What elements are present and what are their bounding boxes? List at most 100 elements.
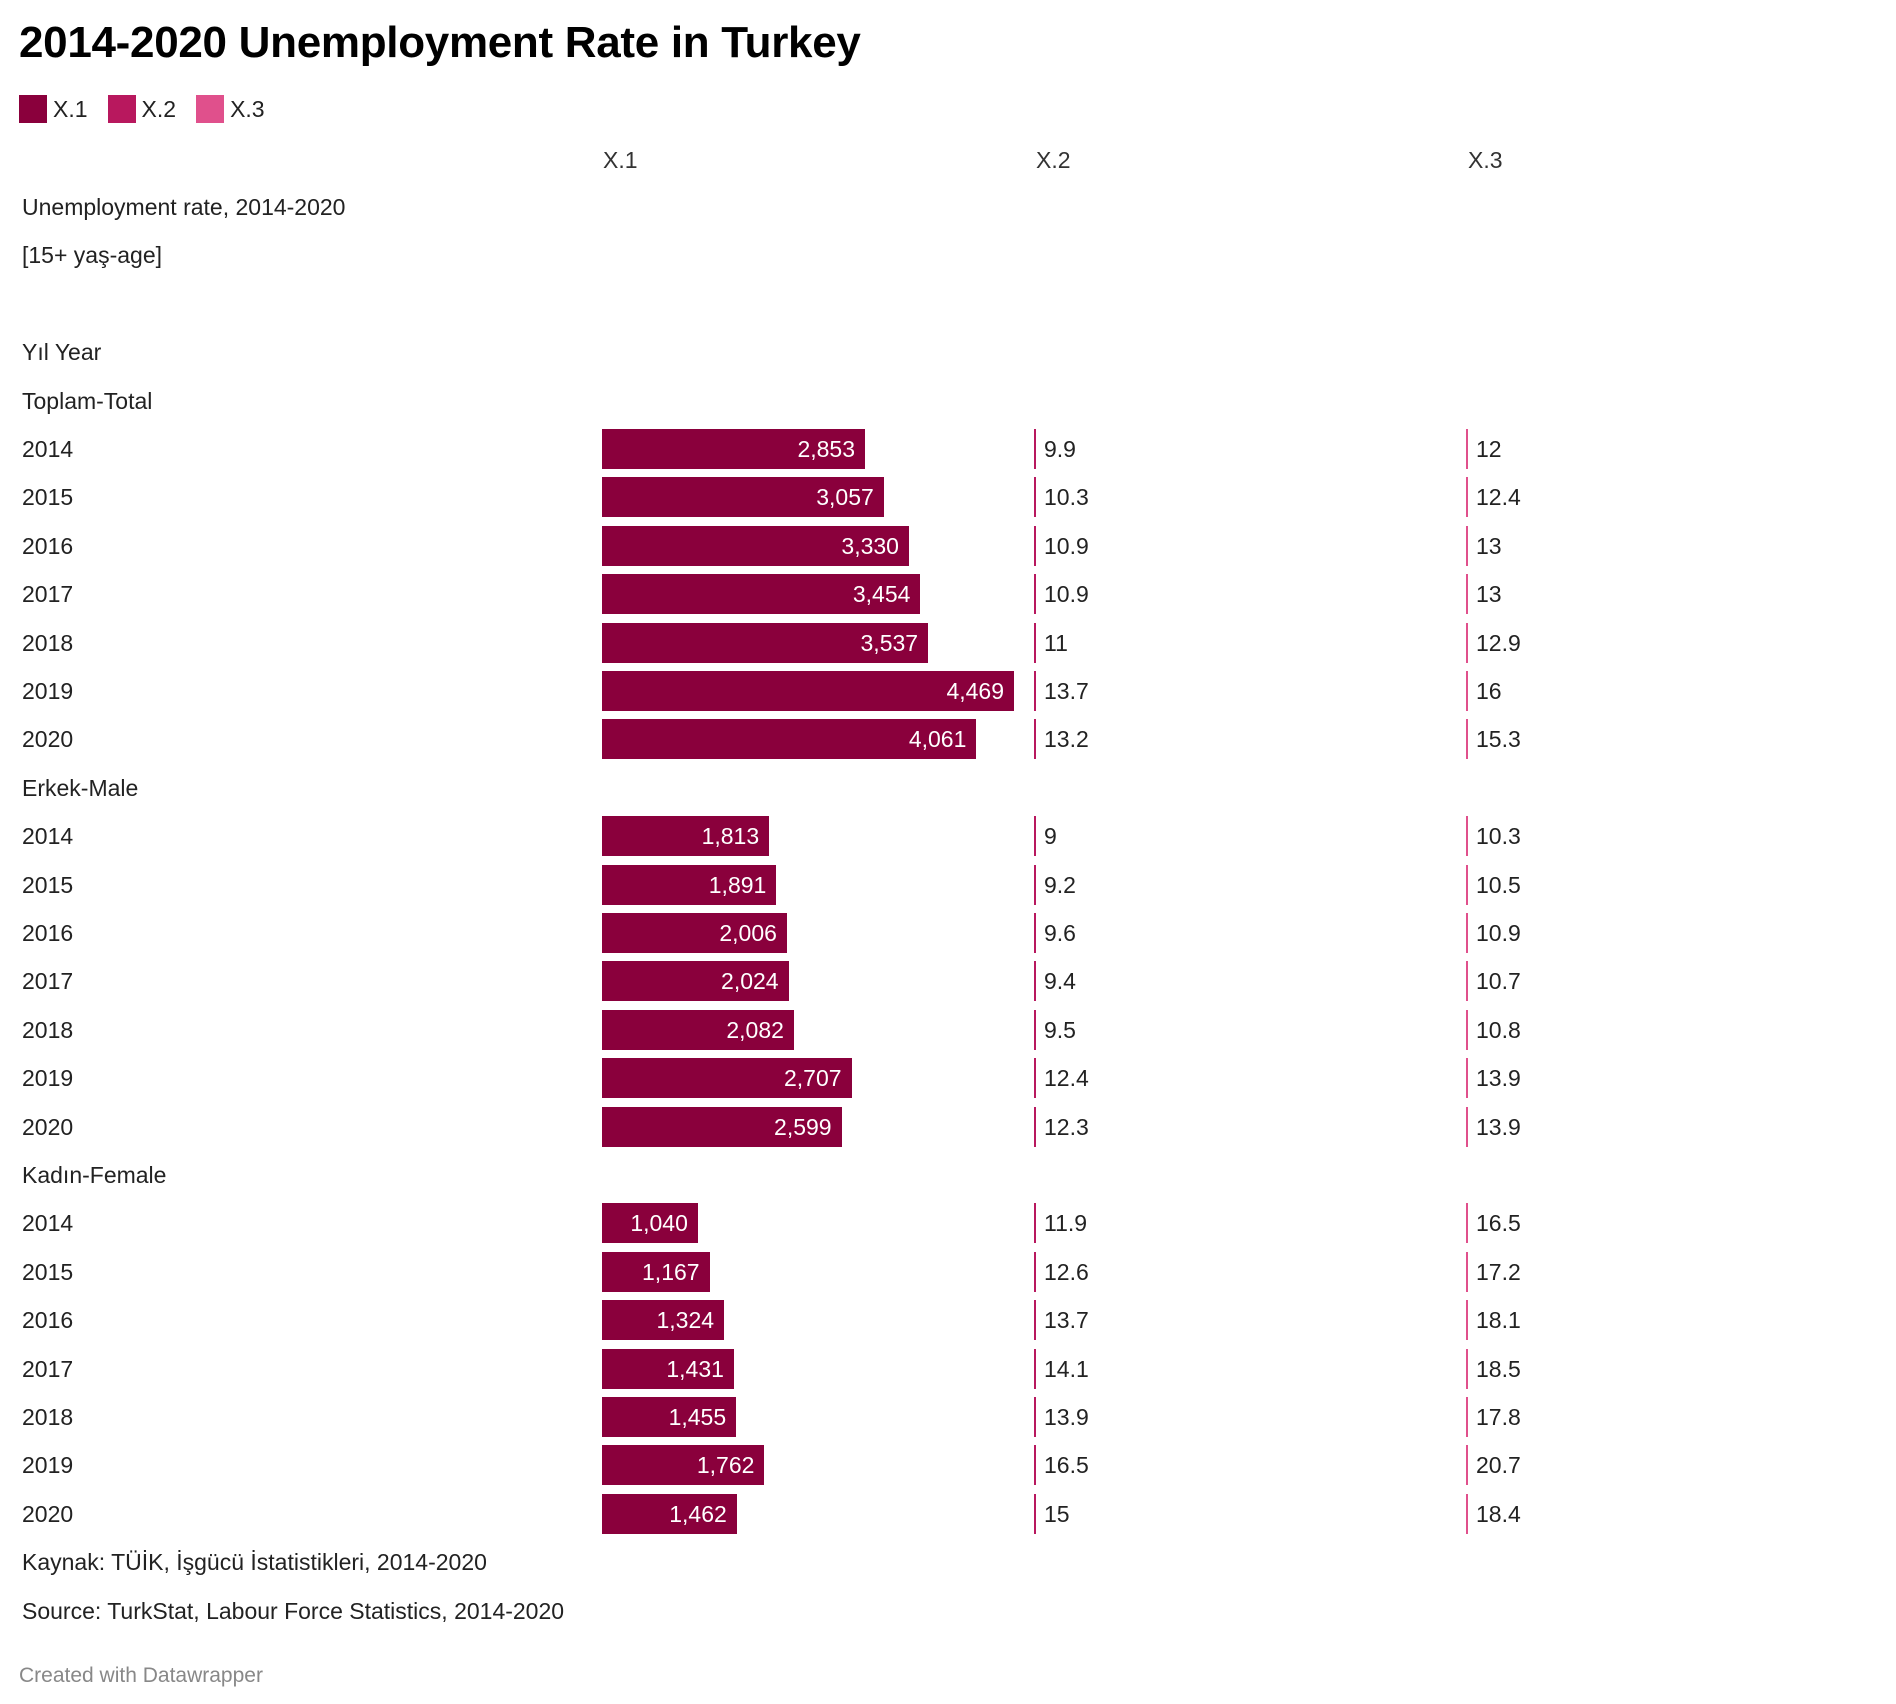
x3-value-label: 10.8 — [1476, 1016, 1521, 1043]
x3-value-label: 12 — [1476, 436, 1502, 462]
row-label: 2018 — [22, 1016, 74, 1043]
x2-value-label: 9 — [1044, 823, 1057, 850]
x2-value-label: 11 — [1044, 629, 1068, 656]
x1-bar — [602, 1009, 794, 1050]
x3-tick — [1466, 1445, 1468, 1486]
x3-value-label: 20.7 — [1476, 1452, 1521, 1479]
x2-value-label: 9.9 — [1044, 436, 1076, 462]
x2-tick — [1034, 719, 1036, 760]
x1-bar — [602, 961, 789, 1002]
legend-swatch-x1 — [19, 95, 47, 123]
x1-bar — [602, 1300, 725, 1341]
x1-bar — [602, 1251, 710, 1292]
x2-tick — [1034, 1203, 1036, 1244]
x1-value-label: 2,082 — [726, 1016, 784, 1043]
x2-tick — [1034, 477, 1036, 518]
chart-title: 2014-2020 Unemployment Rate in Turkey — [19, 18, 861, 67]
x1-value-label: 1,462 — [669, 1500, 727, 1527]
x1-bar — [602, 622, 929, 663]
x1-value-label: 2,853 — [797, 436, 856, 462]
x1-bar — [602, 1397, 737, 1437]
x1-value-label: 3,537 — [860, 629, 919, 656]
x1-bar — [602, 719, 977, 760]
row-label: 2018 — [22, 1404, 74, 1430]
x2-value-label: 10.3 — [1044, 484, 1089, 511]
x3-tick — [1466, 1251, 1468, 1292]
x3-value-label: 18.1 — [1476, 1307, 1521, 1334]
x1-value-label: 4,469 — [946, 678, 1004, 704]
x2-value-label: 13.2 — [1044, 726, 1089, 753]
x1-bar — [602, 1058, 852, 1099]
x1-value-label: 3,454 — [852, 581, 911, 608]
legend-label-x2: X.2 — [141, 95, 177, 122]
x3-value-label: 16 — [1476, 678, 1502, 704]
legend-swatch-x3 — [196, 95, 225, 123]
x2-value-label: 10.9 — [1044, 581, 1089, 608]
x3-value-label: 18.4 — [1476, 1500, 1521, 1527]
x2-tick — [1034, 1493, 1036, 1534]
x2-tick — [1034, 864, 1036, 905]
x2-tick — [1034, 816, 1036, 857]
x3-value-label: 16.5 — [1476, 1210, 1521, 1237]
x3-tick — [1466, 525, 1468, 566]
x2-value-label: 9.5 — [1044, 1016, 1076, 1043]
x3-tick — [1466, 864, 1468, 905]
column-header-x2: X.2 — [1036, 147, 1071, 173]
legend-item-x1: X.1 — [19, 95, 88, 123]
x3-tick — [1466, 1348, 1468, 1389]
row-label: 2020 — [22, 1113, 74, 1140]
x3-value-label: 10.5 — [1476, 871, 1521, 898]
row-label: Unemployment rate, 2014-2020 — [22, 194, 346, 220]
x3-value-label: 17.2 — [1476, 1258, 1521, 1285]
x1-value-label: 1,040 — [630, 1210, 688, 1237]
row-label: 2016 — [22, 1307, 74, 1334]
x1-bar — [602, 1493, 737, 1534]
x3-value-label: 10.9 — [1476, 920, 1521, 946]
x2-value-label: 15 — [1044, 1500, 1070, 1527]
x3-value-label: 13 — [1476, 532, 1502, 559]
x2-value-label: 16.5 — [1044, 1452, 1089, 1479]
x3-tick — [1466, 671, 1468, 711]
row-label: Kaynak: TÜİK, İşgücü İstatistikleri, 201… — [22, 1549, 487, 1576]
x1-value-label: 1,324 — [656, 1307, 715, 1334]
row-label: 2019 — [22, 678, 74, 704]
x2-value-label: 10.9 — [1044, 532, 1089, 559]
x1-bar — [602, 1445, 765, 1486]
row-label: 2015 — [22, 871, 74, 898]
x3-tick — [1466, 1106, 1468, 1147]
x3-tick — [1466, 1397, 1468, 1437]
x2-tick — [1034, 1009, 1036, 1050]
legend-item-x2: X.2 — [107, 95, 177, 123]
x1-bar — [602, 1106, 842, 1147]
x1-value-label: 1,762 — [696, 1452, 755, 1479]
row-label: 2017 — [22, 968, 74, 995]
legend-label-x1: X.1 — [53, 95, 88, 122]
x2-value-label: 12.4 — [1044, 1065, 1089, 1092]
x1-bar — [602, 574, 921, 615]
x1-bar — [602, 525, 909, 566]
row-label: Source: TurkStat, Labour Force Statistic… — [22, 1597, 565, 1624]
x3-tick — [1466, 1058, 1468, 1099]
x3-value-label: 10.7 — [1476, 968, 1521, 995]
legend: X.1 X.2 X.3 — [19, 93, 285, 125]
row-label: Erkek-Male — [22, 774, 139, 801]
x2-value-label: 13.7 — [1044, 678, 1089, 704]
x2-tick — [1034, 1058, 1036, 1099]
x3-tick — [1466, 1300, 1468, 1341]
x1-value-label: 1,455 — [668, 1404, 727, 1430]
x1-bar — [602, 864, 777, 905]
datawrapper-credit: Created with Datawrapper — [19, 1664, 263, 1687]
x1-value-label: 2,024 — [721, 968, 779, 995]
legend-label-x3: X.3 — [230, 95, 265, 122]
x3-tick — [1466, 913, 1468, 953]
row-label: 2020 — [22, 1500, 74, 1527]
legend-item-x3: X.3 — [196, 95, 265, 123]
x1-bar — [602, 1348, 734, 1389]
row-label: 2014 — [22, 823, 74, 850]
x2-tick — [1034, 961, 1036, 1002]
x3-tick — [1466, 719, 1468, 760]
x1-value-label: 1,891 — [708, 871, 767, 898]
x2-tick — [1034, 1106, 1036, 1147]
x3-value-label: 15.3 — [1476, 726, 1521, 753]
x3-value-label: 12.9 — [1476, 629, 1521, 656]
